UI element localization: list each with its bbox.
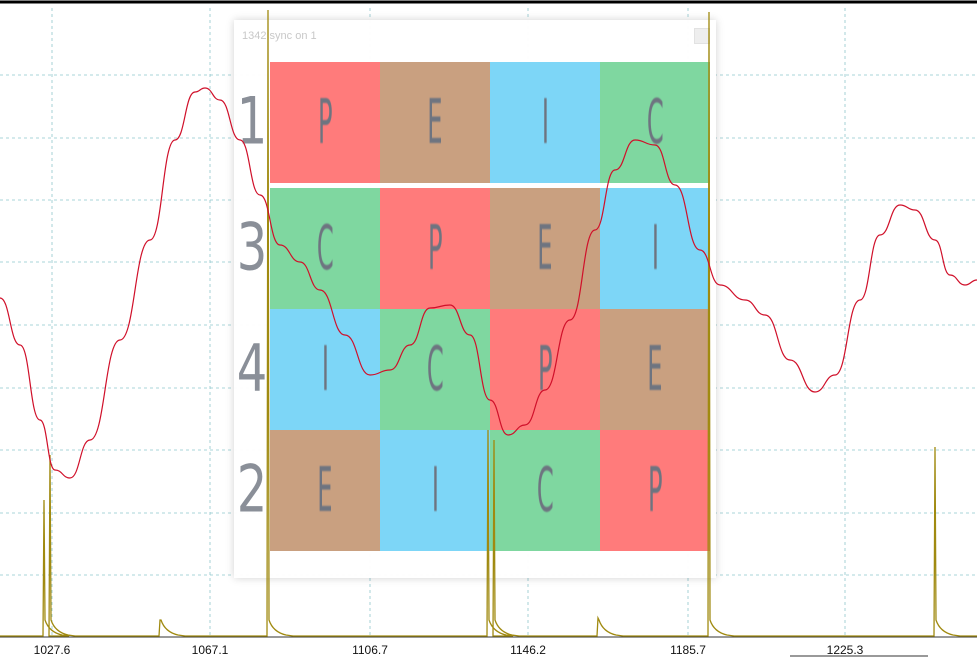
grid-cell: P: [600, 430, 710, 551]
x-tick-label: 1027.6: [33, 643, 71, 657]
grid-cell: I: [490, 62, 600, 183]
cell-letter: C: [426, 333, 444, 406]
grid-cell: C: [380, 309, 490, 430]
window-title: 1342 sync on 1: [242, 30, 317, 42]
x-tick-label: 1225.3: [826, 643, 864, 657]
close-icon[interactable]: [694, 28, 710, 44]
cell-letter: E: [537, 212, 553, 285]
cell-letter: P: [537, 333, 553, 406]
cell-letter: I: [651, 212, 659, 285]
x-tick-label: 1106.7: [352, 643, 388, 657]
row-label-3: 3: [236, 210, 268, 286]
grid-cell: I: [380, 430, 490, 551]
grid-cell: E: [380, 62, 490, 183]
grid-cell: E: [270, 430, 380, 551]
cell-letter: C: [536, 454, 554, 527]
x-tick-label: 1067.1: [191, 643, 229, 657]
grid-cell: C: [270, 188, 380, 309]
cell-letter: C: [646, 86, 664, 159]
grid-cell: C: [490, 430, 600, 551]
cell-letter: C: [316, 212, 334, 285]
row-label-4: 4: [236, 331, 268, 407]
grid-cell: P: [380, 188, 490, 309]
cell-letter: E: [647, 333, 663, 406]
grid-cell: I: [600, 188, 710, 309]
grid-cell: P: [490, 309, 600, 430]
cell-letter: P: [647, 454, 663, 527]
cell-letter: I: [541, 86, 549, 159]
grid-cell: E: [490, 188, 600, 309]
cell-letter: E: [427, 86, 443, 159]
x-tick-label: 1185.7: [670, 643, 706, 657]
grid-cell: I: [270, 309, 380, 430]
cell-letter: E: [317, 454, 333, 527]
grid-cell: E: [600, 309, 710, 430]
cell-letter: I: [321, 333, 329, 406]
cell-letter: P: [427, 212, 443, 285]
grid-cell: P: [270, 62, 380, 183]
x-tick-label: 1146.2: [510, 643, 546, 657]
cell-letter: P: [317, 86, 333, 159]
row-label-1: 1: [236, 84, 268, 160]
cell-letter: I: [431, 454, 439, 527]
row-label-2: 2: [236, 452, 268, 528]
grid-cell: C: [600, 62, 710, 183]
